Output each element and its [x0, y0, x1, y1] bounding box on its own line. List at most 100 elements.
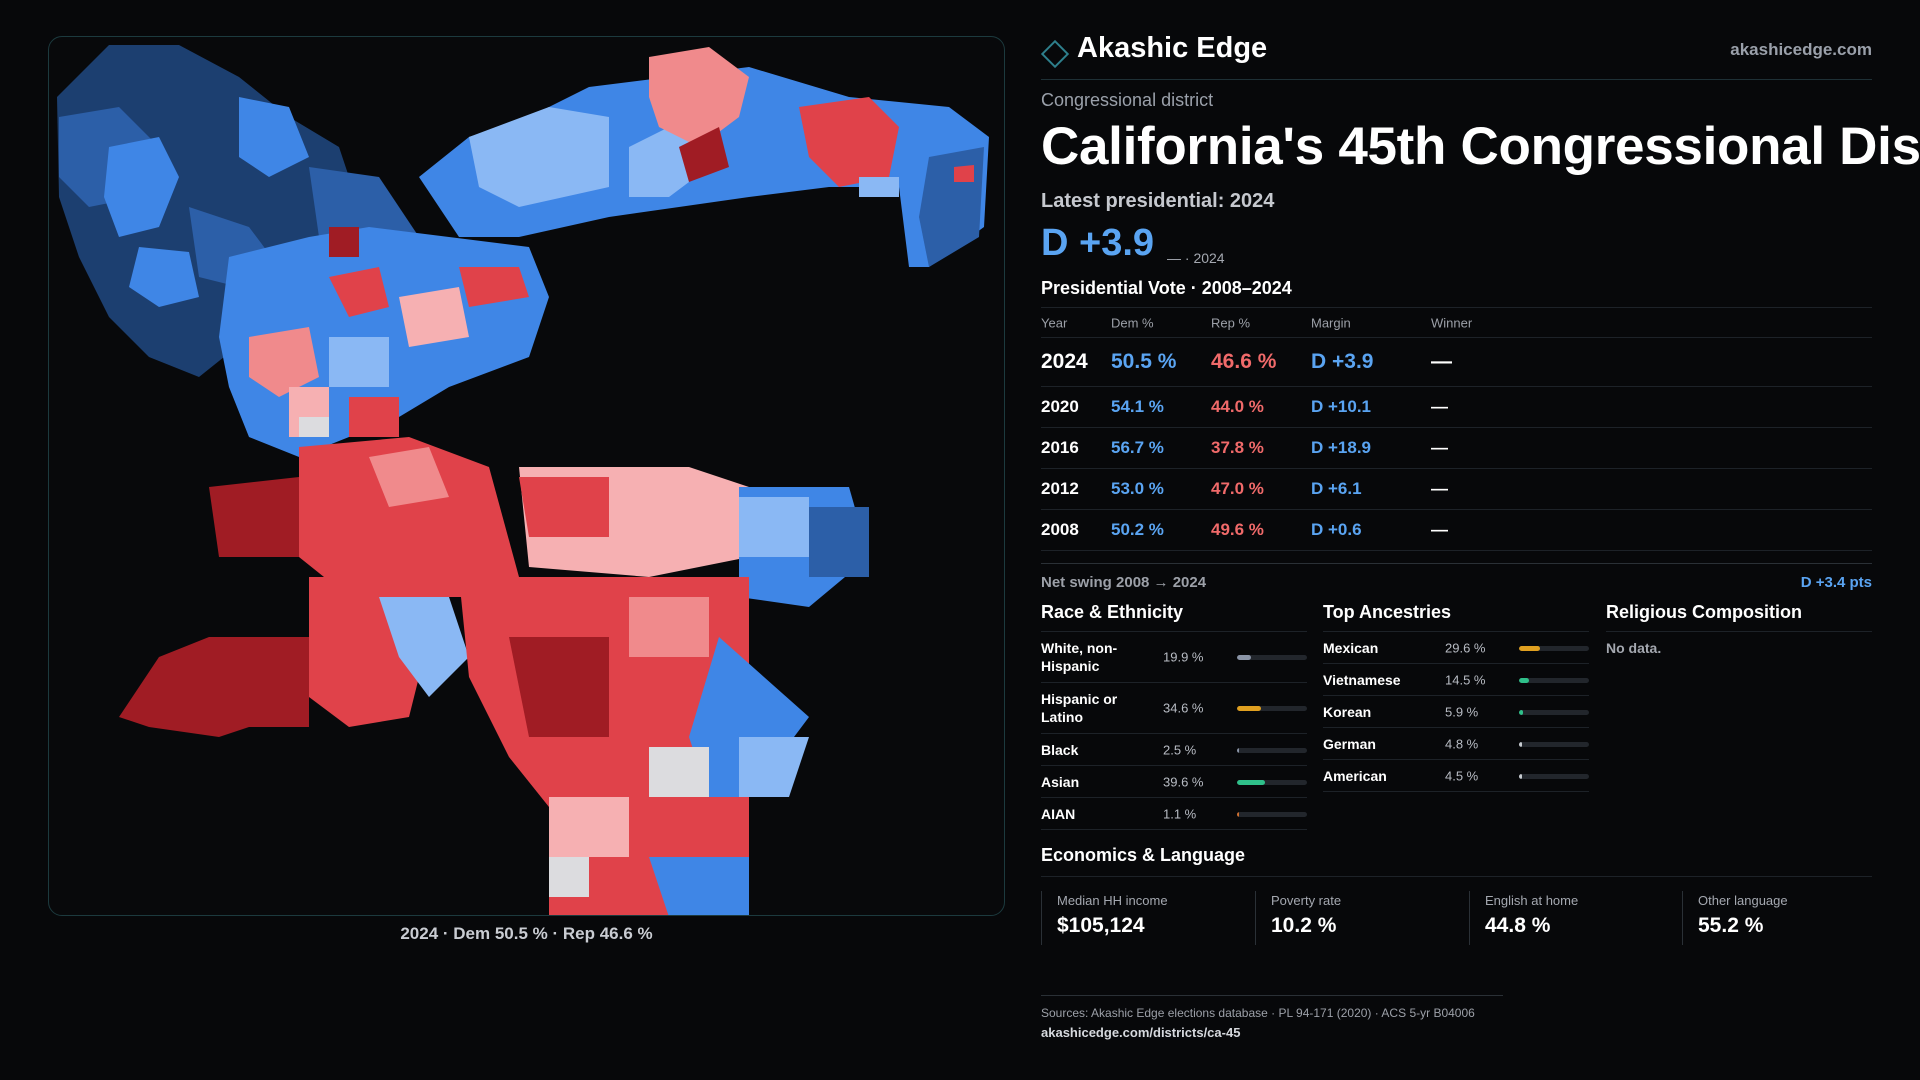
precinct[interactable]	[519, 477, 609, 537]
row-dem: 50.5 %	[1111, 350, 1177, 373]
precinct[interactable]	[469, 107, 609, 207]
race-bar-track	[1237, 747, 1307, 753]
row-winner: —	[1431, 397, 1448, 416]
ancestry-label: Vietnamese	[1323, 671, 1401, 688]
race-label: White, non-Hispanic	[1041, 640, 1118, 674]
race-bar	[1237, 706, 1262, 711]
precinct[interactable]	[679, 127, 729, 182]
race-row: Asian 39.6 %	[1041, 766, 1307, 798]
race-row: White, non-Hispanic 19.9 %	[1041, 632, 1307, 683]
table-row: 2016 56.7 % 37.8 % D +18.9 —	[1041, 428, 1872, 469]
table-row: 2024 50.5 % 46.6 % D +3.9 —	[1041, 338, 1872, 387]
precinct[interactable]	[329, 337, 389, 387]
race-row: Hispanic or Latino 34.6 %	[1041, 683, 1307, 734]
ancestry-bar	[1519, 645, 1540, 651]
row-margin: D +10.1	[1311, 397, 1372, 416]
kpi-value: 44.8 %	[1485, 914, 1551, 937]
race-row: AIAN 1.1 %	[1041, 798, 1307, 830]
brand-header: Akashic Edge akashicedge.com	[1041, 30, 1872, 80]
precinct[interactable]	[799, 97, 899, 187]
precinct[interactable]	[369, 447, 449, 507]
precinct[interactable]	[249, 327, 319, 397]
precinct[interactable]	[549, 797, 629, 857]
precinct[interactable]	[349, 397, 399, 437]
precinct-map[interactable]	[48, 36, 1005, 916]
sources-text: Sources: Akashic Edge elections database…	[1041, 1006, 1475, 1020]
row-rep: 37.8 %	[1211, 438, 1264, 457]
ancestries-section: Top Ancestries Mexican 29.6 % Vietnamese…	[1323, 600, 1589, 792]
net-swing-value: D +3.4 pts	[1800, 574, 1872, 591]
race-bar-track	[1237, 655, 1307, 660]
district-url-link[interactable]: akashicedge.com/districts/ca-45	[1041, 1025, 1241, 1040]
kpi-other-language: Other language 55.2 %	[1682, 891, 1882, 945]
precinct[interactable]	[739, 737, 809, 797]
precinct[interactable]	[549, 857, 589, 897]
precinct[interactable]	[739, 497, 809, 557]
race-value: 34.6 %	[1163, 700, 1204, 716]
district-panel: Akashic Edge akashicedge.com Congression…	[1041, 0, 1920, 1080]
precinct[interactable]	[119, 637, 309, 737]
ancestry-bar	[1519, 741, 1523, 747]
precinct[interactable]	[399, 287, 469, 347]
latest-margin-note: — · 2024	[1167, 250, 1225, 266]
economics-title: Economics & Language	[1041, 845, 1872, 877]
brand-name: Akashic Edge	[1077, 32, 1268, 64]
ancestry-value: 4.5 %	[1445, 768, 1479, 783]
ancestry-label: American	[1323, 767, 1387, 784]
precinct[interactable]	[629, 597, 709, 657]
ancestry-bar-track	[1519, 645, 1589, 651]
south-region	[119, 437, 869, 916]
precinct[interactable]	[809, 507, 869, 577]
precinct[interactable]	[299, 437, 519, 597]
precinct[interactable]	[239, 97, 309, 177]
ancestry-bar-track	[1519, 709, 1589, 715]
row-year: 2016	[1041, 438, 1079, 457]
precinct[interactable]	[104, 137, 179, 237]
table-row: 2012 53.0 % 47.0 % D +6.1 —	[1041, 469, 1872, 510]
precinct[interactable]	[329, 267, 389, 317]
row-dem: 50.2 %	[1111, 520, 1164, 539]
col-winner-header: Winner	[1431, 315, 1473, 330]
race-bar-track	[1237, 811, 1307, 817]
ancestry-value: 5.9 %	[1445, 704, 1479, 719]
precinct[interactable]	[919, 147, 984, 267]
religion-empty-state: No data.	[1606, 640, 1662, 656]
race-bar	[1237, 811, 1239, 817]
precinct[interactable]	[329, 227, 359, 257]
ancestry-row: American 4.5 %	[1323, 760, 1589, 792]
ancestry-value: 14.5 %	[1445, 672, 1486, 687]
ancestry-label: German	[1323, 735, 1376, 752]
precinct[interactable]	[129, 247, 199, 307]
row-year: 2012	[1041, 479, 1079, 498]
row-rep: 46.6 %	[1211, 350, 1277, 373]
race-label: Black	[1041, 741, 1079, 758]
religion-title: Religious Composition	[1606, 600, 1872, 632]
precinct[interactable]	[649, 747, 709, 797]
precinct[interactable]	[859, 177, 899, 197]
precinct[interactable]	[649, 47, 749, 147]
race-label: Asian	[1041, 773, 1080, 790]
brand-url-link[interactable]: akashicedge.com	[1730, 40, 1872, 59]
kpi-label: Median HH income	[1057, 893, 1168, 908]
precinct[interactable]	[509, 637, 609, 737]
race-row: Black 2.5 %	[1041, 734, 1307, 766]
ancestry-row: Mexican 29.6 %	[1323, 632, 1589, 664]
religion-section: Religious Composition No data.	[1606, 600, 1872, 656]
kpi-label: Poverty rate	[1271, 893, 1342, 908]
table-header: Year Dem % Rep % Margin Winner	[1041, 307, 1872, 338]
race-label: Hispanic or Latino	[1041, 691, 1118, 725]
row-winner: —	[1431, 520, 1448, 539]
precinct[interactable]	[379, 597, 469, 697]
map-caption: 2024 · Dem 50.5 % · Rep 46.6 %	[400, 924, 653, 943]
ancestry-bar	[1519, 677, 1530, 683]
row-year: 2024	[1041, 350, 1088, 373]
sources-footer: Sources: Akashic Edge elections database…	[1041, 995, 1503, 1040]
precinct[interactable]	[299, 417, 329, 437]
ancestry-row: German 4.8 %	[1323, 728, 1589, 760]
table-row: 2020 54.1 % 44.0 % D +10.1 —	[1041, 387, 1872, 428]
latest-margin: D +3.9	[1041, 222, 1155, 264]
precinct[interactable]	[459, 267, 529, 307]
precinct[interactable]	[649, 857, 749, 916]
net-swing-row: Net swing 2008 → 2024 D +3.4 pts	[1041, 563, 1872, 599]
precinct[interactable]	[954, 165, 974, 182]
